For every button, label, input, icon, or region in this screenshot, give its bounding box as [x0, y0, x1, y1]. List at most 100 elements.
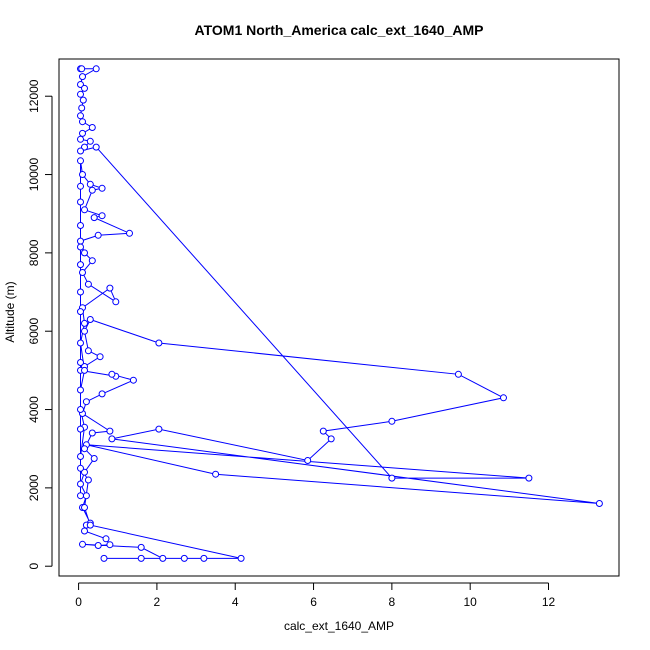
- data-point: [155, 425, 163, 433]
- data-point: [79, 269, 86, 276]
- y-tick-label: 0: [27, 563, 41, 570]
- data-point: [79, 129, 86, 137]
- data-point: [106, 427, 114, 435]
- data-point: [86, 180, 94, 188]
- data-point: [525, 474, 533, 482]
- chart-title: ATOM1 North_America calc_ext_1640_AMP: [195, 22, 484, 38]
- series-line: [78, 68, 600, 559]
- data-point: [388, 417, 396, 425]
- data-point: [388, 474, 396, 482]
- data-point: [81, 249, 88, 257]
- data-point: [98, 212, 106, 220]
- data-point: [77, 112, 84, 120]
- data-point: [77, 492, 84, 500]
- data-point: [86, 521, 94, 529]
- data-point: [81, 327, 88, 335]
- data-point: [106, 284, 114, 292]
- data-point: [90, 214, 98, 222]
- data-series: [77, 65, 603, 562]
- data-point: [77, 359, 84, 366]
- data-point: [77, 453, 84, 460]
- data-point: [81, 527, 88, 535]
- data-point: [319, 427, 327, 435]
- y-tick-label: 10000: [27, 158, 41, 192]
- plot-frame: [58, 58, 620, 577]
- data-point: [79, 171, 86, 178]
- data-point: [98, 184, 106, 192]
- data-point: [78, 65, 86, 73]
- data-point: [137, 543, 145, 551]
- y-tick-label: 2000: [27, 474, 41, 501]
- data-point: [84, 476, 92, 484]
- data-point: [77, 198, 84, 206]
- data-point: [82, 492, 90, 500]
- data-point: [88, 186, 96, 194]
- data-point: [84, 347, 92, 355]
- data-point: [79, 73, 86, 81]
- data-point: [94, 231, 102, 239]
- data-point: [126, 229, 133, 237]
- data-point: [86, 137, 94, 145]
- data-point: [108, 435, 116, 443]
- x-axis: 0 2 4 6 8 10 12: [75, 582, 556, 609]
- data-point: [79, 118, 86, 126]
- data-point: [77, 339, 84, 347]
- data-point: [77, 182, 84, 190]
- data-point: [84, 280, 92, 288]
- data-point: [77, 222, 84, 229]
- data-point: [77, 261, 84, 269]
- x-tick-label: 8: [389, 595, 396, 609]
- x-axis-label: calc_ext_1640_AMP: [284, 619, 394, 633]
- data-point: [77, 135, 84, 143]
- data-point: [180, 554, 188, 562]
- data-point: [86, 316, 94, 323]
- data-point: [454, 370, 462, 378]
- data-point: [212, 470, 220, 478]
- x-tick-label: 2: [154, 595, 161, 609]
- x-tick-label: 6: [310, 595, 317, 609]
- data-point: [81, 84, 88, 92]
- data-point: [77, 464, 84, 472]
- data-point: [237, 554, 245, 562]
- data-point: [77, 147, 84, 155]
- data-point: [129, 376, 137, 384]
- data-point: [155, 339, 163, 347]
- data-point: [88, 429, 96, 437]
- data-point: [82, 398, 90, 406]
- data-point: [100, 554, 108, 562]
- data-point: [81, 445, 88, 453]
- data-point: [79, 540, 86, 548]
- data-point: [137, 554, 145, 562]
- data-point: [77, 157, 84, 165]
- x-tick-label: 12: [542, 595, 556, 609]
- y-tick-label: 6000: [27, 318, 41, 345]
- data-point: [200, 554, 208, 562]
- data-point: [81, 366, 88, 374]
- data-point: [77, 425, 84, 433]
- data-point: [595, 500, 603, 507]
- x-tick-label: 0: [75, 595, 82, 609]
- data-point: [108, 370, 116, 378]
- data-point: [77, 406, 84, 413]
- data-point: [92, 65, 100, 73]
- data-point: [159, 554, 167, 562]
- data-point: [77, 90, 84, 98]
- y-axis-label: Altitude (m): [3, 281, 17, 342]
- data-point: [327, 435, 335, 443]
- data-point: [77, 386, 84, 394]
- data-point: [77, 480, 84, 488]
- data-point: [78, 104, 86, 112]
- data-point: [88, 124, 96, 131]
- data-point: [81, 504, 88, 511]
- data-point: [77, 288, 84, 296]
- y-tick-label: 12000: [27, 79, 41, 113]
- data-point: [77, 243, 84, 251]
- data-point: [79, 96, 87, 104]
- data-point: [77, 308, 84, 316]
- data-point: [112, 298, 120, 306]
- y-axis: 0 2000 4000 6000 8000 10000 12000: [27, 79, 53, 570]
- data-point: [77, 237, 84, 245]
- data-point: [90, 455, 98, 462]
- y-tick-label: 8000: [27, 239, 41, 266]
